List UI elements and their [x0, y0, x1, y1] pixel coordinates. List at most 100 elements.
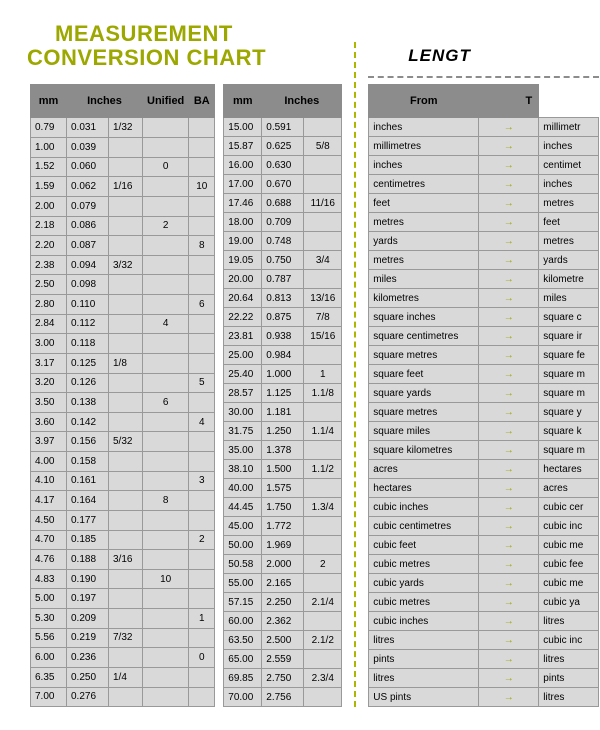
cell: 4.70 — [31, 530, 67, 550]
cell: 4.10 — [31, 471, 67, 491]
table-row: feet→metres — [369, 194, 599, 213]
cell — [189, 216, 215, 236]
table-row: 55.002.165 — [224, 574, 342, 593]
cell — [143, 275, 189, 295]
table-row: metres→yards — [369, 251, 599, 270]
table-row: 20.640.81313/16 — [224, 289, 342, 308]
cell — [304, 688, 342, 707]
from-cell: cubic inches — [369, 612, 479, 631]
table-row: litres→pints — [369, 669, 599, 688]
arrow-icon: → — [479, 593, 539, 612]
cell — [109, 510, 143, 530]
table-row: 3.170.1251/8 — [31, 353, 215, 373]
cell — [109, 314, 143, 334]
cell: 0.094 — [67, 255, 109, 275]
table-row: 63.502.5002.1/2 — [224, 631, 342, 650]
cell: 1.772 — [262, 517, 304, 536]
cell: 11/16 — [304, 194, 342, 213]
from-cell: square metres — [369, 346, 479, 365]
cell: 1 — [304, 365, 342, 384]
cell — [143, 196, 189, 216]
cell: 5/32 — [109, 432, 143, 452]
cell: 2.1/4 — [304, 593, 342, 612]
cell: 2.559 — [262, 650, 304, 669]
to-cell: cubic fee — [539, 555, 599, 574]
cell: 0.984 — [262, 346, 304, 365]
table-row: 35.001.378 — [224, 441, 342, 460]
cell: 3/32 — [109, 255, 143, 275]
from-cell: square metres — [369, 403, 479, 422]
cell — [189, 393, 215, 413]
table-row: yards→metres — [369, 232, 599, 251]
to-cell: square m — [539, 384, 599, 403]
table-row: pints→litres — [369, 650, 599, 669]
table-row: 44.451.7501.3/4 — [224, 498, 342, 517]
cell — [109, 196, 143, 216]
cell: 19.00 — [224, 232, 262, 251]
length-conversion-table: From T inches→millimetrmillimetres→inche… — [368, 84, 599, 707]
cell: 2.38 — [31, 255, 67, 275]
table-row: square yards→square m — [369, 384, 599, 403]
table-row: 4.000.158 — [31, 452, 215, 472]
table-row: 5.560.2197/32 — [31, 628, 215, 648]
table-row: 4.700.1852 — [31, 530, 215, 550]
cell: 0.875 — [262, 308, 304, 327]
table-row: miles→kilometre — [369, 270, 599, 289]
cell: 1/4 — [109, 667, 143, 687]
cell: 0 — [143, 157, 189, 177]
cell: 3/16 — [109, 550, 143, 570]
arrow-icon: → — [479, 289, 539, 308]
table-row: 28.571.1251.1/8 — [224, 384, 342, 403]
cell: 50.00 — [224, 536, 262, 555]
arrow-icon: → — [479, 479, 539, 498]
cell: 25.40 — [224, 365, 262, 384]
table-row: 15.000.591 — [224, 118, 342, 137]
cell — [109, 530, 143, 550]
cell: 7/8 — [304, 308, 342, 327]
cell — [109, 138, 143, 158]
cell: 6.35 — [31, 667, 67, 687]
table-row: 2.840.1124 — [31, 314, 215, 334]
cell: 3.17 — [31, 353, 67, 373]
from-cell: cubic metres — [369, 555, 479, 574]
to-cell: inches — [539, 137, 599, 156]
to-cell: inches — [539, 175, 599, 194]
cell: 0.236 — [67, 648, 109, 668]
cell — [143, 373, 189, 393]
cell: 0.209 — [67, 609, 109, 629]
from-cell: yards — [369, 232, 479, 251]
cell: 4 — [143, 314, 189, 334]
col-from: From — [369, 85, 479, 118]
cell — [109, 452, 143, 472]
from-cell: cubic feet — [369, 536, 479, 555]
to-cell: cubic ya — [539, 593, 599, 612]
cell: 0.164 — [67, 491, 109, 511]
table-row: 2.000.079 — [31, 196, 215, 216]
cell: 2.84 — [31, 314, 67, 334]
cell: 22.22 — [224, 308, 262, 327]
cell: 19.05 — [224, 251, 262, 270]
table-row: 3.600.1424 — [31, 412, 215, 432]
cell: 0.630 — [262, 156, 304, 175]
cell: 5.00 — [31, 589, 67, 609]
cell — [189, 275, 215, 295]
cell: 0.060 — [67, 157, 109, 177]
table-row: 40.001.575 — [224, 479, 342, 498]
cell — [109, 589, 143, 609]
cell: 0.087 — [67, 236, 109, 256]
table-row: 1.520.0600 — [31, 157, 215, 177]
table-row: 2.380.0943/32 — [31, 255, 215, 275]
cell: 4.00 — [31, 452, 67, 472]
arrow-icon: → — [479, 346, 539, 365]
cell — [189, 491, 215, 511]
to-cell: metres — [539, 232, 599, 251]
table-row: cubic centimetres→cubic inc — [369, 517, 599, 536]
cell: 6 — [143, 393, 189, 413]
cell: 3.20 — [31, 373, 67, 393]
cell — [143, 177, 189, 197]
table-row: 4.760.1883/16 — [31, 550, 215, 570]
cell: 28.57 — [224, 384, 262, 403]
cell — [143, 432, 189, 452]
cell: 0.086 — [67, 216, 109, 236]
cell: 0.185 — [67, 530, 109, 550]
